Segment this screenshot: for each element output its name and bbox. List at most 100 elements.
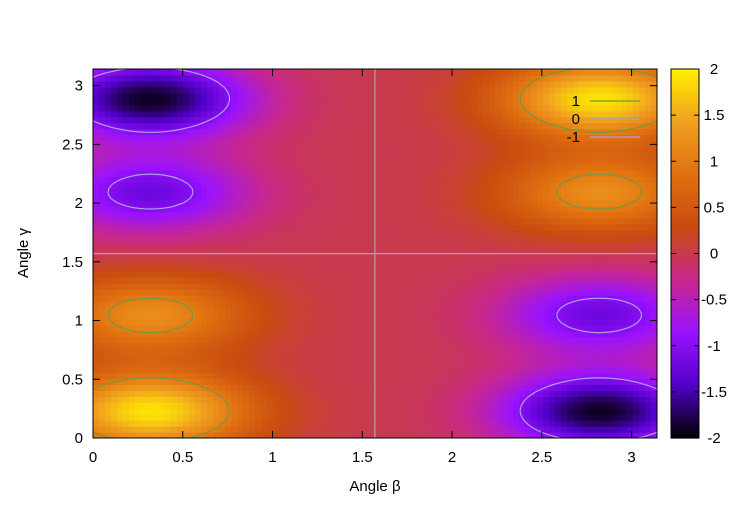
colorbar-band [671,238,699,242]
colorbar-band [671,69,699,73]
colorbar-band [671,185,699,190]
colorbar-band [671,198,699,202]
colorbar-band [671,121,699,125]
colorbar-band [671,222,699,227]
colorbar-tick-label: 0 [710,246,718,263]
colorbar-band [671,367,699,371]
y-tick-label: 0 [75,430,83,447]
colorbar-band [671,407,699,411]
colorbar-band [671,78,699,82]
colorbar-band [671,413,699,418]
colorbar-band [671,351,699,356]
colorbar-band [671,87,699,92]
y-axis-label: Angle γ [15,227,32,278]
colorbar-band [671,302,699,307]
colorbar-band [671,207,699,212]
legend-label: 1 [572,93,580,110]
colorbar-band [671,268,699,273]
colorbar-band [671,308,699,313]
colorbar-band [671,373,699,378]
y-tick-label: 1 [75,313,83,330]
colorbar-band [671,228,699,233]
colorbar-band [671,333,699,338]
colorbar-band [671,90,699,95]
legend: 10-1 [567,93,640,146]
y-tick-label: 2 [75,195,83,212]
colorbar-band [671,311,699,316]
colorbar-band [671,358,699,362]
contour-level-neg1 [93,69,657,438]
colorbar-band [671,72,699,76]
colorbar-band [671,219,699,224]
y-tick-label: 1.5 [62,254,83,271]
colorbar-band [671,115,699,119]
y-tick-label: 2.5 [62,136,83,153]
colorbar-band [671,105,699,110]
colorbar-band [671,192,699,196]
colorbar-band [671,354,699,359]
colorbar-band [671,419,699,424]
colorbar-band [671,102,699,107]
colorbar-band [671,404,699,408]
colorbar-band [671,170,699,175]
heatmap [93,69,657,438]
colorbar-band [671,262,699,267]
colorbar-band [671,96,699,101]
colorbar-band [671,108,699,113]
colorbar-band [671,210,699,215]
colorbar-band [671,213,699,218]
colorbar-band [671,398,699,402]
colorbar-band [671,348,699,353]
colorbar-band [671,235,699,239]
colorbar-band [671,127,699,132]
legend-label: -1 [567,129,580,146]
colorbar-band [671,275,699,279]
colorbar-band [671,305,699,310]
colorbar-tick-label: -2 [707,430,720,447]
colorbar-band [671,142,699,147]
colorbar-band [671,75,699,79]
colorbar-band [671,391,699,396]
colorbar-band [671,385,699,390]
colorbar-band [671,336,699,341]
x-tick-label: 0.5 [172,449,193,466]
x-tick-label: 2 [448,449,456,466]
x-tick-label: 1 [268,449,276,466]
colorbar-band [671,410,699,414]
colorbar-band [671,318,699,322]
colorbar-band [671,315,699,319]
colorbar-band [671,364,699,368]
contour-lines [93,69,657,438]
colorbar-band [671,250,699,255]
colorbar-band [671,136,699,141]
colorbar-band [671,112,699,116]
colorbar-band [671,290,699,295]
colorbar-band [671,93,699,98]
colorbar-band [671,431,699,436]
colorbar-band [671,152,699,156]
contour-level-1 [93,69,657,438]
colorbar-band [671,118,699,122]
colorbar-band [671,330,699,335]
legend-label: 0 [572,111,580,128]
colorbar-band [671,253,699,258]
colorbar-band [671,179,699,184]
colorbar-band [671,164,699,168]
colorbar-band [671,388,699,393]
colorbar-band [671,428,699,433]
colorbar-band [671,130,699,135]
colorbar-band [671,327,699,331]
colorbar-tick-label: 1 [710,153,718,170]
colorbar-band [671,342,699,347]
colorbar-tick-label: -0.5 [701,292,727,309]
colorbar-band [671,244,699,248]
colorbar-band [671,379,699,384]
x-tick-label: 2.5 [531,449,552,466]
colorbar-band [671,361,699,365]
colorbar-band [671,259,699,264]
colorbar-band [671,139,699,144]
colorbar-tick-label: -1.5 [701,384,727,401]
colorbar-band [671,216,699,221]
y-axis: 0 0.5 1 1.5 2 2.5 3 [62,78,657,447]
